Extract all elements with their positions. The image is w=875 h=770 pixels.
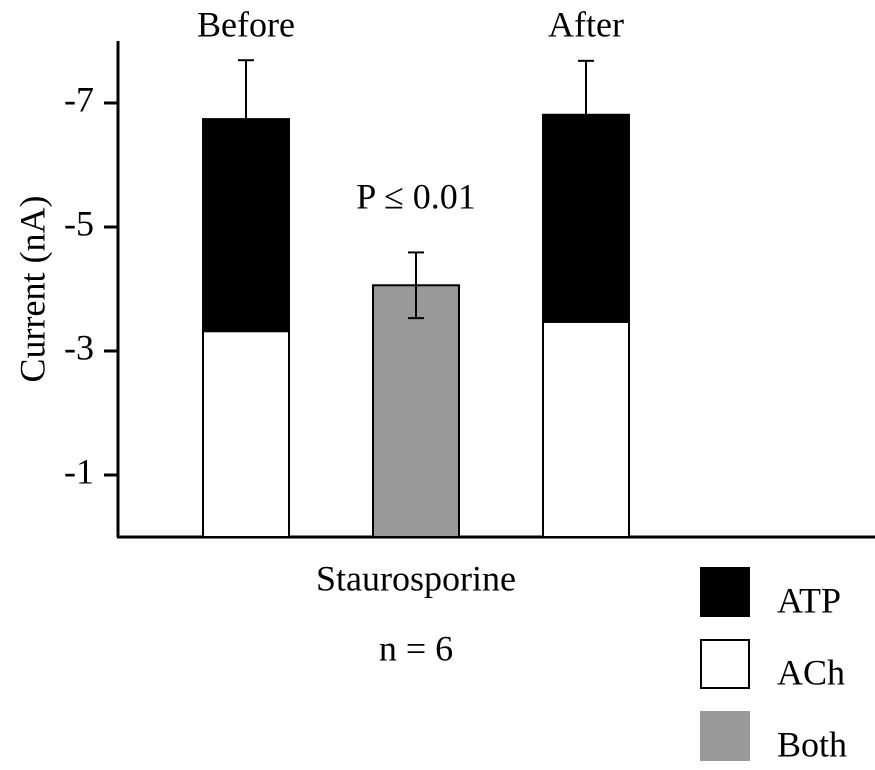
y-axis-label: Current (nA) [12,196,52,383]
x-axis-label: n = 6 [379,628,453,668]
y-tick-label: -7 [64,79,94,119]
legend-swatch [700,639,750,689]
legend-swatch [700,711,750,761]
category-label: Before [197,4,295,44]
y-tick-label: -5 [64,203,94,243]
y-tick-label: -3 [64,327,94,367]
x-axis-label: Staurosporine [316,558,516,598]
bar [202,118,290,333]
error-bar [238,59,254,120]
bar [202,330,290,538]
bar [542,320,630,538]
legend-label: Both [777,724,847,764]
legend-label: ACh [777,652,845,692]
bar [372,284,460,538]
legend-swatch [700,567,750,617]
annotation: P ≤ 0.01 [356,176,475,216]
error-bar [408,251,424,320]
bar [542,113,630,323]
legend-label: ATP [777,580,841,620]
y-tick-label: -1 [64,451,94,491]
category-label: After [548,4,624,44]
error-bar [578,59,594,115]
